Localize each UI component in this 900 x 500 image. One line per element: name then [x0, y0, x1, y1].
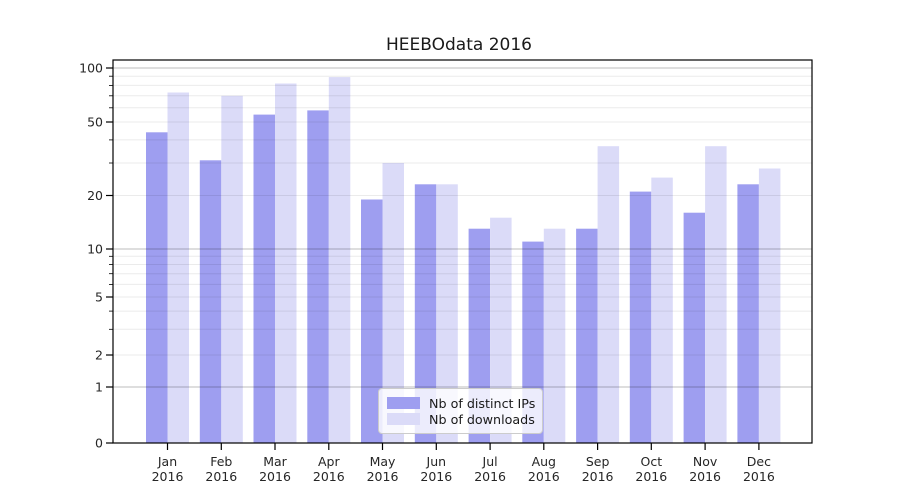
bar-ips-oct: [629, 191, 652, 443]
x-tick-year-oct: 2016: [635, 469, 667, 484]
bar-ips-apr: [307, 110, 329, 444]
x-tick-label-jun: Jun: [426, 454, 447, 469]
y-tick-label-100: 100: [79, 60, 103, 75]
x-tick-label-may: May: [370, 454, 396, 469]
legend-item-downloads: Nb of downloads: [387, 411, 535, 427]
x-tick-label-apr: Apr: [318, 454, 340, 469]
bar-downloads-may: [382, 163, 404, 443]
bar-downloads-jul: [490, 217, 512, 443]
bar-ips-nov: [683, 212, 706, 443]
x-tick-year-dec: 2016: [743, 469, 775, 484]
x-tick-label-oct: Oct: [640, 454, 662, 469]
bar-ips-feb: [199, 160, 222, 444]
y-tick-label-2: 2: [95, 347, 103, 362]
x-tick-label-jul: Jul: [482, 454, 498, 469]
x-tick-year-may: 2016: [367, 469, 399, 484]
bar-ips-jan: [146, 132, 168, 444]
x-tick-label-mar: Mar: [263, 454, 287, 469]
bar-downloads-oct: [651, 177, 673, 443]
legend-swatch-downloads: [387, 413, 420, 425]
x-tick-label-aug: Aug: [532, 454, 556, 469]
x-tick-year-nov: 2016: [689, 469, 721, 484]
x-tick-label-feb: Feb: [210, 454, 232, 469]
y-tick-label-20: 20: [87, 188, 103, 203]
bar-ips-jun: [414, 184, 437, 444]
bar-ips-dec: [737, 184, 759, 444]
x-tick-year-aug: 2016: [528, 469, 560, 484]
x-tick-year-sep: 2016: [582, 469, 614, 484]
x-tick-label-dec: Dec: [747, 454, 771, 469]
x-tick-year-jan: 2016: [152, 469, 184, 484]
bar-downloads-nov: [705, 146, 727, 443]
x-tick-year-mar: 2016: [259, 469, 291, 484]
bar-downloads-apr: [328, 77, 351, 443]
bar-downloads-dec: [758, 168, 781, 443]
x-tick-year-jun: 2016: [420, 469, 452, 484]
plot-frame: [112, 59, 813, 444]
bar-downloads-jun: [436, 184, 458, 444]
legend-item-distinct-ips: Nb of distinct IPs: [387, 395, 536, 411]
chart-title: HEEBOdata 2016: [386, 35, 532, 55]
legend-label-downloads: Nb of downloads: [429, 411, 535, 427]
y-tick-label-10: 10: [87, 241, 103, 256]
legend-label-distinct-ips: Nb of distinct IPs: [429, 395, 536, 411]
x-tick-year-feb: 2016: [205, 469, 237, 484]
bar-ips-may: [361, 199, 383, 443]
legend-swatch-distinct-ips: [387, 397, 420, 409]
bar-downloads-jan: [167, 92, 189, 443]
y-tick-label-5: 5: [95, 289, 103, 304]
x-tick-label-nov: Nov: [693, 454, 718, 469]
bar-ips-mar: [253, 114, 275, 443]
y-tick-label-50: 50: [87, 114, 103, 129]
bar-ips-sep: [576, 228, 598, 443]
bar-downloads-mar: [275, 83, 297, 443]
y-tick-label-1: 1: [95, 379, 103, 394]
x-tick-year-jul: 2016: [474, 469, 506, 484]
x-tick-label-sep: Sep: [586, 454, 610, 469]
x-tick-year-apr: 2016: [313, 469, 345, 484]
y-tick-label-0: 0: [95, 435, 103, 450]
x-tick-label-jan: Jan: [157, 454, 177, 469]
bar-downloads-aug: [543, 228, 566, 443]
legend: Nb of distinct IPs Nb of downloads: [378, 388, 543, 434]
bar-downloads-feb: [221, 95, 243, 444]
bar-downloads-sep: [597, 146, 620, 443]
